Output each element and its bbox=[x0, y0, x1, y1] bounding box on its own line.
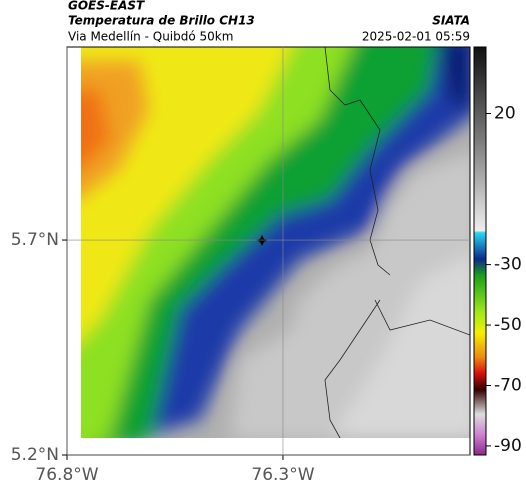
y-tick-label: 5.2°N bbox=[11, 445, 59, 465]
colorbar-tick-label: -50 bbox=[494, 315, 522, 335]
station-marker bbox=[256, 235, 268, 246]
source: GOES-EAST bbox=[68, 0, 145, 13]
subtitle: Via Medellín - Quibdó 50km bbox=[68, 30, 233, 44]
colorbar-tick-label: -90 bbox=[494, 436, 522, 456]
colorbar bbox=[473, 46, 487, 456]
title: Temperatura de Brillo CH13 bbox=[68, 14, 255, 28]
x-tick-label: 76.8°W bbox=[35, 465, 98, 485]
colorbar-tick-label: -70 bbox=[494, 375, 522, 395]
y-tick-label: 5.7°N bbox=[11, 230, 59, 250]
x-tick-label: 76.3°W bbox=[251, 465, 314, 485]
colorbar-tick-label: -30 bbox=[494, 255, 522, 275]
colorbar-tick-label: 20 bbox=[494, 103, 516, 123]
datetime: 2025-02-01 05:59 bbox=[362, 30, 470, 44]
satellite-image bbox=[81, 47, 470, 438]
agency: SIATA bbox=[432, 14, 470, 28]
